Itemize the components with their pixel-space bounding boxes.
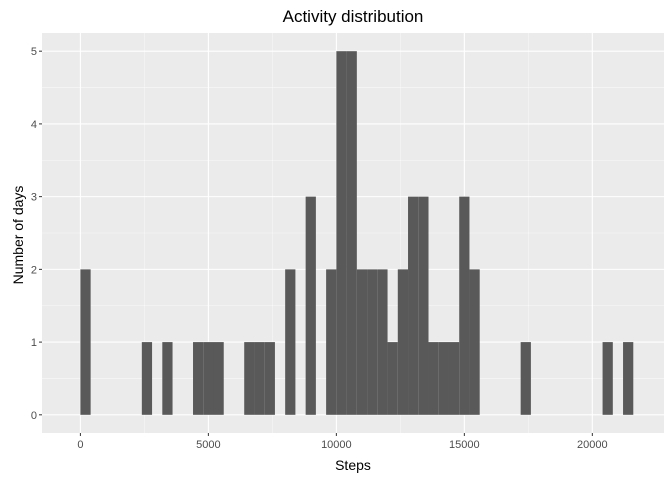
histogram-bar bbox=[203, 342, 214, 415]
histogram-bar bbox=[387, 342, 398, 415]
y-tick-label: 5 bbox=[31, 46, 37, 58]
y-tick-label: 1 bbox=[31, 337, 37, 349]
y-axis-title: Number of days bbox=[10, 186, 26, 285]
histogram-bar bbox=[213, 342, 224, 415]
histogram-bar bbox=[193, 342, 204, 415]
histogram-bar bbox=[408, 196, 419, 415]
histogram-bar bbox=[244, 342, 255, 415]
histogram-bar bbox=[602, 342, 613, 415]
histogram-bar bbox=[254, 342, 265, 415]
histogram-bar bbox=[141, 342, 153, 415]
histogram-bar bbox=[418, 196, 429, 415]
histogram-bar bbox=[397, 269, 409, 415]
histogram-bar bbox=[623, 342, 634, 415]
histogram-bars bbox=[80, 51, 634, 415]
x-tick-label: 20000 bbox=[577, 439, 608, 451]
y-tick-label: 4 bbox=[31, 119, 37, 131]
histogram-bar bbox=[469, 269, 480, 415]
y-axis-ticks: 0 1 2 3 4 5 bbox=[31, 46, 42, 422]
histogram-bar bbox=[438, 342, 449, 415]
histogram-bar bbox=[285, 269, 296, 415]
x-tick-label: 5000 bbox=[196, 439, 220, 451]
chart-title: Activity distribution bbox=[283, 7, 424, 26]
y-tick-label: 3 bbox=[31, 192, 37, 204]
histogram-bar bbox=[459, 196, 470, 415]
y-tick-label: 2 bbox=[31, 264, 37, 276]
histogram-bar bbox=[428, 342, 439, 415]
histogram-bar bbox=[305, 196, 316, 415]
x-axis-ticks: 0 5000 10000 15000 20000 bbox=[77, 433, 608, 451]
histogram-bar bbox=[377, 269, 388, 415]
histogram-bar bbox=[346, 51, 357, 415]
x-tick-label: 10000 bbox=[321, 439, 352, 451]
histogram-bar bbox=[520, 342, 531, 415]
histogram-bar bbox=[264, 342, 275, 415]
histogram-bar bbox=[326, 269, 337, 415]
x-tick-label: 15000 bbox=[449, 439, 480, 451]
x-tick-label: 0 bbox=[77, 439, 83, 451]
y-tick-label: 0 bbox=[31, 410, 37, 422]
histogram-bar bbox=[448, 342, 460, 415]
histogram-bar bbox=[162, 342, 173, 415]
histogram-bar bbox=[367, 269, 378, 415]
x-axis-title: Steps bbox=[335, 457, 371, 473]
histogram-bar bbox=[80, 269, 91, 415]
histogram-bar bbox=[356, 269, 368, 415]
histogram-bar bbox=[336, 51, 347, 415]
